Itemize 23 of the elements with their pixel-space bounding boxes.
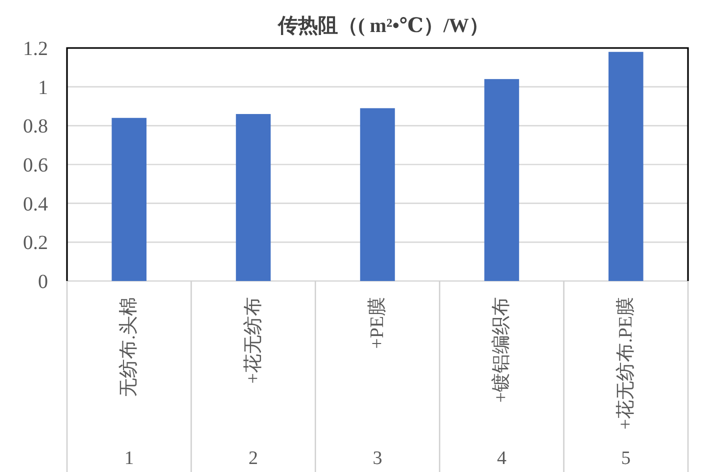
bar	[484, 79, 520, 281]
text: 4	[496, 448, 507, 469]
x-tick-label: 无纺布.头棉	[118, 297, 140, 397]
bar	[236, 114, 271, 281]
x-tick-label: +花无纺布	[242, 297, 264, 384]
y-tick-label: 1.2	[23, 38, 48, 60]
x-tick-label: +镀铝编织布	[491, 297, 512, 403]
bar	[608, 52, 644, 281]
x-tick-label: +花无纺布.PE膜	[615, 297, 636, 430]
y-tick-label: 0	[38, 271, 48, 293]
x-tick-label: +PE膜	[367, 297, 388, 349]
bar	[360, 108, 395, 281]
text: 3	[372, 448, 382, 469]
y-tick-label: 1	[38, 76, 48, 99]
y-tick-label: 0.8	[23, 116, 48, 138]
text: 2	[248, 448, 258, 469]
bar	[112, 118, 146, 281]
y-tick-label: 0.2	[23, 232, 48, 254]
y-tick-label: 0.6	[23, 154, 48, 176]
chart-title: 传热阻（( m²•℃）/W）	[277, 15, 489, 37]
y-tick-label: 0.4	[23, 193, 48, 216]
text: 1	[124, 448, 134, 469]
text: 5	[621, 448, 631, 469]
